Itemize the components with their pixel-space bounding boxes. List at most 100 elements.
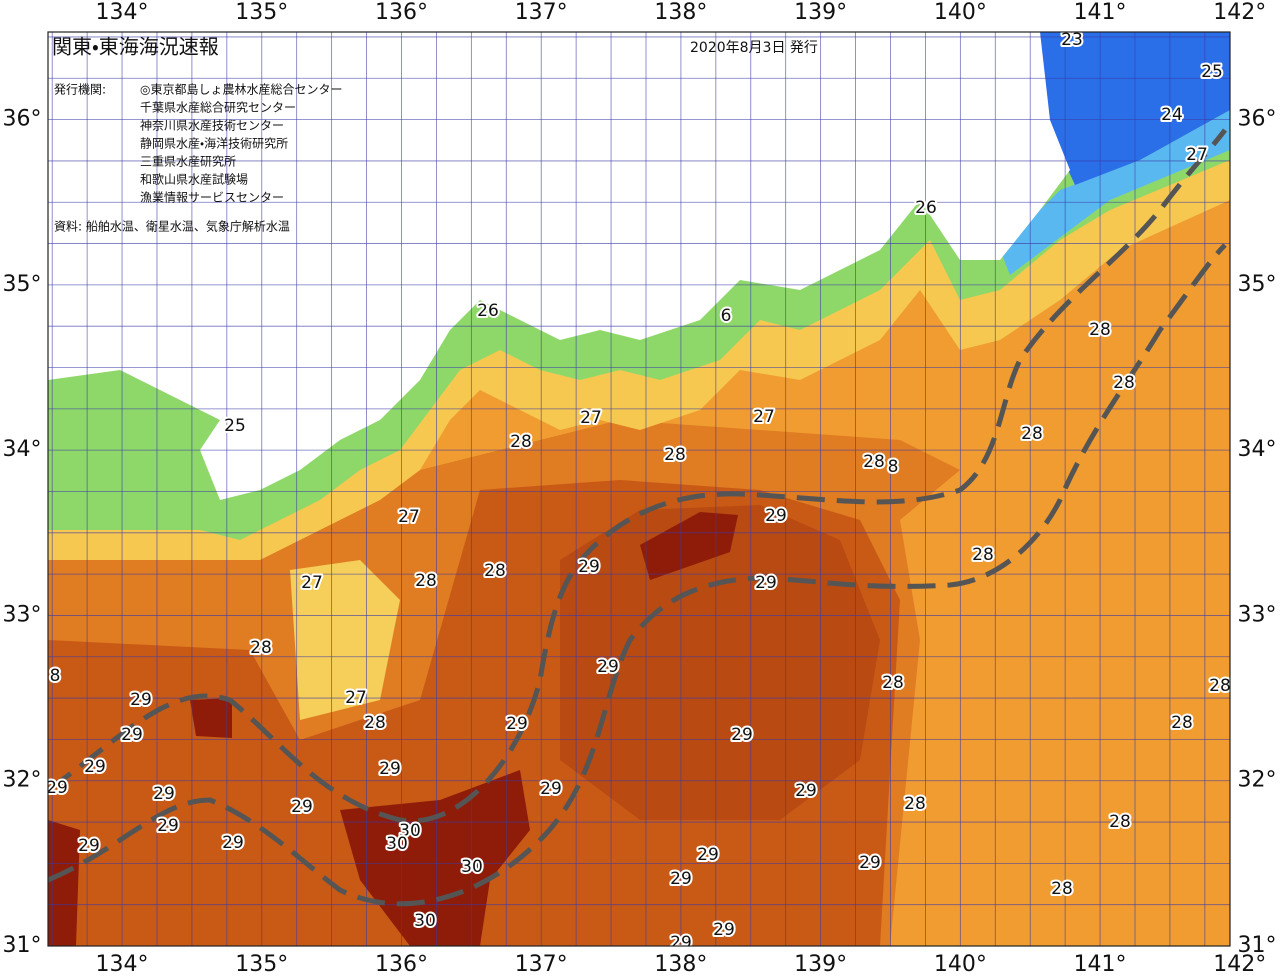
lon-label: 137° bbox=[515, 0, 568, 25]
contour-label: 28 bbox=[1171, 713, 1193, 733]
contour-label: 27 bbox=[1186, 145, 1208, 165]
lon-label: 142° bbox=[1213, 952, 1266, 977]
contour-label: 28 bbox=[1113, 373, 1135, 393]
land bbox=[48, 32, 1070, 500]
contour-label: 29 bbox=[578, 557, 600, 577]
lat-label: 31° bbox=[1238, 933, 1277, 958]
contour-label: 29 bbox=[765, 506, 787, 526]
lon-label: 135° bbox=[235, 952, 288, 977]
lon-label: 139° bbox=[794, 952, 847, 977]
lat-label: 36° bbox=[3, 107, 42, 132]
title: 関東・東海海況速報 bbox=[52, 35, 219, 59]
contour-label: 27 bbox=[345, 688, 367, 708]
lat-label: 34° bbox=[3, 437, 42, 462]
source: 資料: 船舶水温、衛星水温、気象庁解析水温 bbox=[54, 219, 290, 234]
contour-label: 25 bbox=[1201, 62, 1223, 82]
contour-label: 28 bbox=[972, 545, 994, 565]
graticule bbox=[48, 32, 1230, 946]
contour-label: 27 bbox=[398, 507, 420, 527]
current-axis bbox=[48, 128, 1227, 824]
contour-label: 29 bbox=[697, 845, 719, 865]
lat-label: 31° bbox=[3, 933, 42, 958]
contour-label: 30 bbox=[414, 911, 436, 931]
lon-label: 137° bbox=[515, 952, 568, 977]
contour-label: 30 bbox=[386, 834, 408, 854]
contour-label: 29 bbox=[121, 725, 143, 745]
contour-label: 25 bbox=[224, 416, 246, 436]
cold-water bbox=[1000, 110, 1230, 275]
lat-label: 35° bbox=[1238, 272, 1277, 297]
contour-label: 29 bbox=[379, 759, 401, 779]
lat-label: 34° bbox=[1238, 437, 1277, 462]
contour-label: 28 bbox=[863, 452, 885, 472]
contour-label: 28 bbox=[1209, 676, 1231, 696]
axis-labels: 134° 134° 135° 135° 136° 136° 137° 137° 138° 138°… bbox=[3, 0, 1277, 977]
sea-hot-zone bbox=[560, 505, 880, 820]
lon-label: 136° bbox=[375, 0, 428, 25]
lat-label: 32° bbox=[3, 768, 42, 793]
lat-label: 33° bbox=[1238, 602, 1277, 627]
contour-label: 30 bbox=[461, 857, 483, 877]
contour-label: 29 bbox=[540, 779, 562, 799]
contour-label: 26 bbox=[915, 198, 937, 218]
contour-label: 6 bbox=[721, 306, 732, 326]
contour-label: 29 bbox=[84, 757, 106, 777]
issuer: 静岡県水産・海洋技術研究所 bbox=[140, 136, 288, 151]
contour-label: 29 bbox=[222, 833, 244, 853]
issue-date: 2020年8月3日 発行 bbox=[690, 40, 818, 56]
contour-label: 28 bbox=[1089, 320, 1111, 340]
contour-label: 29 bbox=[713, 920, 735, 940]
sea-cool-zone bbox=[290, 560, 400, 720]
contour-label: 29 bbox=[731, 725, 753, 745]
contour-label: 29 bbox=[130, 690, 152, 710]
lon-label: 136° bbox=[375, 952, 428, 977]
lon-label: 141° bbox=[1074, 952, 1127, 977]
contour-label: 27 bbox=[580, 408, 602, 428]
sea-hottest-zone bbox=[640, 512, 738, 580]
contour-label: 29 bbox=[291, 797, 313, 817]
contour-label: 24 bbox=[1161, 105, 1183, 125]
issuers-label: 発行機関: bbox=[54, 83, 106, 97]
contour-label: 28 bbox=[250, 638, 272, 658]
issuers: ◎東京都島しょ農林水産総合センター千葉県水産総合研究センター神奈川県水産技術セン… bbox=[140, 82, 342, 205]
contour-label: 29 bbox=[755, 573, 777, 593]
contour-label: 29 bbox=[506, 714, 528, 734]
contour-label: 28 bbox=[415, 571, 437, 591]
sea-hottest-zone bbox=[48, 820, 80, 946]
map-frame bbox=[47, 31, 1231, 947]
contour-label: 28 bbox=[364, 713, 386, 733]
contour-label: 29 bbox=[157, 816, 179, 836]
contour-label: 28 bbox=[882, 673, 904, 693]
contour-label: 29 bbox=[78, 836, 100, 856]
issuer: ◎東京都島しょ農林水産総合センター bbox=[140, 82, 342, 97]
contour-label: 28 bbox=[664, 445, 686, 465]
contour-label: 29 bbox=[46, 778, 68, 798]
issuer: 千葉県水産総合研究センター bbox=[140, 100, 296, 115]
contour-label: 29 bbox=[670, 869, 692, 889]
contour-label: 28 bbox=[510, 432, 532, 452]
contour-label: 27 bbox=[753, 407, 775, 427]
lon-label: 138° bbox=[654, 0, 707, 25]
lon-label: 134° bbox=[96, 952, 149, 977]
lon-label: 140° bbox=[934, 0, 987, 25]
issuer: 神奈川県水産技術センター bbox=[140, 118, 284, 133]
sea-hottest-zone bbox=[190, 698, 232, 738]
contour-label: 29 bbox=[795, 781, 817, 801]
contour-label: 27 bbox=[301, 573, 323, 593]
issuer: 漁業情報サービスセンター bbox=[140, 191, 284, 205]
lat-label: 33° bbox=[3, 602, 42, 627]
contour-label: 29 bbox=[153, 784, 175, 804]
lon-label: 141° bbox=[1074, 0, 1127, 25]
current-axis bbox=[48, 243, 1227, 907]
contour-label: 23 bbox=[1061, 30, 1083, 50]
contour-label: 8 bbox=[888, 457, 899, 477]
lon-label: 135° bbox=[235, 0, 288, 25]
contour-label: 29 bbox=[859, 853, 881, 873]
issuer: 和歌山県水産試験場 bbox=[140, 172, 248, 187]
contour-label: 28 bbox=[1051, 879, 1073, 899]
